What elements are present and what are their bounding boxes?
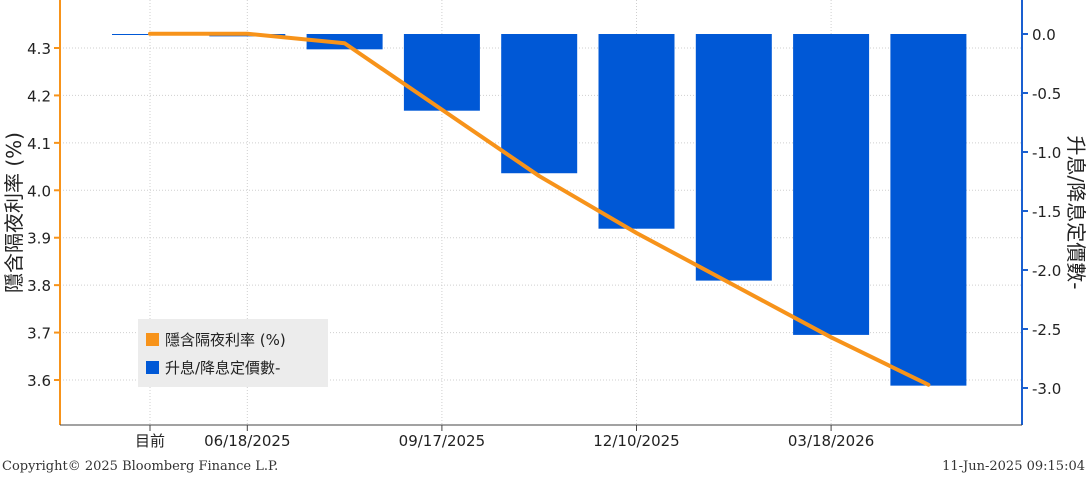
timestamp-text: 11-Jun-2025 09:15:04 bbox=[942, 459, 1085, 474]
left-tick-label: 3.7 bbox=[27, 325, 51, 343]
legend: 隱含隔夜利率 (%) 升息/降息定價數- bbox=[138, 319, 328, 387]
legend-item-hikes: 升息/降息定價數- bbox=[146, 357, 280, 378]
legend-label-hikes: 升息/降息定價數- bbox=[165, 359, 281, 377]
left-tick-label: 4.2 bbox=[27, 87, 51, 105]
left-tick-label: 4.3 bbox=[27, 40, 51, 58]
left-tick-label: 3.9 bbox=[27, 230, 51, 248]
bar bbox=[403, 34, 480, 111]
left-tick-label: 3.8 bbox=[27, 277, 51, 295]
left-tick-label: 4.0 bbox=[27, 182, 51, 200]
x-tick-label: 03/18/2026 bbox=[788, 432, 874, 450]
right-tick-label: -3.0 bbox=[1032, 380, 1061, 398]
x-tick-label: 09/17/2025 bbox=[399, 432, 485, 450]
x-tick-label: 06/18/2025 bbox=[204, 432, 290, 450]
legend-item-rate: 隱含隔夜利率 (%) bbox=[146, 329, 286, 350]
bar bbox=[890, 34, 967, 386]
legend-label-rate: 隱含隔夜利率 (%) bbox=[165, 331, 286, 349]
right-tick-label: 0.0 bbox=[1032, 26, 1056, 44]
right-tick-label: -0.5 bbox=[1032, 85, 1061, 103]
left-tick-label: 3.6 bbox=[27, 372, 51, 390]
left-axis-title: 隱含隔夜利率 (%) bbox=[2, 132, 26, 293]
legend-swatch-rate bbox=[146, 333, 159, 346]
bar bbox=[793, 34, 870, 335]
copyright-text: Copyright© 2025 Bloomberg Finance L.P. bbox=[2, 459, 279, 474]
right-tick-label: -2.0 bbox=[1032, 262, 1061, 280]
x-tick-label: 12/10/2025 bbox=[593, 432, 679, 450]
bar bbox=[598, 34, 675, 229]
right-tick-label: -1.0 bbox=[1032, 144, 1061, 162]
right-tick-label: -1.5 bbox=[1032, 203, 1061, 221]
left-tick-label: 4.1 bbox=[27, 135, 51, 153]
right-tick-label: -2.5 bbox=[1032, 321, 1061, 339]
bar bbox=[695, 34, 772, 281]
rate-line bbox=[148, 31, 931, 387]
right-axis-title: 升息/降息定價數- bbox=[1064, 136, 1087, 290]
x-tick-label: 目前 bbox=[135, 432, 165, 450]
legend-swatch-hikes bbox=[146, 361, 159, 374]
bar bbox=[501, 34, 578, 174]
